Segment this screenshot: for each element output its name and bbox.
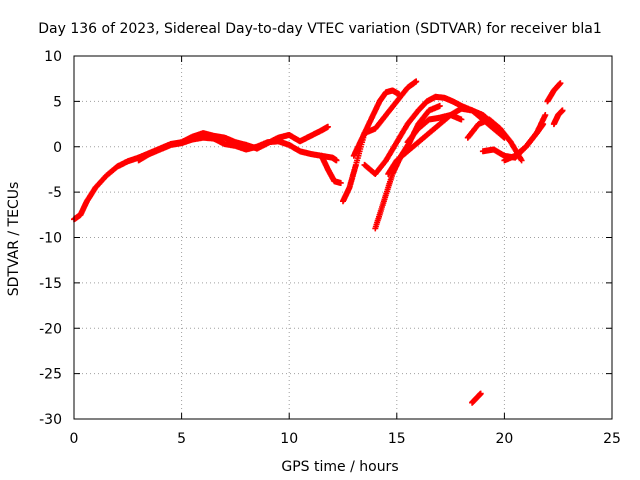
series-arc-15: [469, 390, 484, 406]
x-tick-label: 5: [177, 431, 186, 447]
y-tick-label: 0: [53, 140, 62, 156]
data-point-markers: [469, 390, 484, 406]
data-point-markers: [550, 107, 566, 128]
x-tick-label: 0: [70, 431, 79, 447]
y-tick-label: 10: [44, 49, 62, 65]
data-points: [71, 78, 566, 406]
series-arc-12: [501, 121, 547, 164]
series-arc-9: [404, 112, 465, 146]
x-tick-label: 25: [603, 431, 621, 447]
axis-ticks: 0 5 10 15 20 25 -30 -25 -20 -15 -10 -5 0 5 10: [39, 49, 621, 447]
chart-title: Day 136 of 2023, Sidereal Day-to-day VTE…: [38, 21, 601, 37]
y-tick-label: -20: [39, 321, 62, 337]
y-tick-label: -10: [39, 231, 62, 247]
series-arc-13: [544, 80, 564, 105]
y-tick-label: -15: [39, 276, 62, 292]
x-tick-label: 20: [495, 431, 513, 447]
data-point-markers: [464, 116, 525, 164]
series-arc-10: [464, 116, 525, 164]
series-arc-14: [550, 107, 566, 128]
data-point-markers: [404, 112, 465, 146]
data-point-markers: [544, 80, 564, 105]
x-tick-label: 10: [280, 431, 298, 447]
y-axis-label: SDTVAR / TECUs: [6, 182, 22, 297]
y-tick-label: -5: [48, 185, 62, 201]
data-point-markers: [501, 121, 547, 164]
data-point-markers: [350, 87, 402, 159]
data-point-markers: [318, 152, 344, 186]
grid-lines: [74, 56, 612, 419]
series-arc-3: [318, 152, 344, 186]
y-tick-label: -30: [39, 412, 62, 428]
series-arc-5: [350, 87, 402, 159]
y-tick-label: -25: [39, 367, 62, 383]
y-tick-label: 5: [53, 94, 62, 110]
plot-frame: [73, 55, 613, 420]
x-axis-label: GPS time / hours: [281, 459, 398, 475]
x-tick-label: 15: [388, 431, 406, 447]
